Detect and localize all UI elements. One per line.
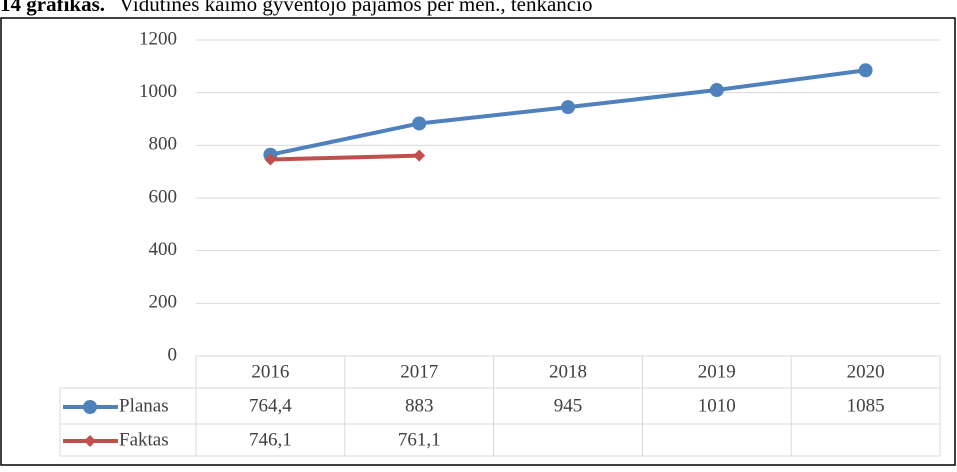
title-text: Vidutinės kaimo gyventojo pajamos per mė… bbox=[119, 0, 592, 16]
x-tick-label: 2016 bbox=[251, 361, 289, 382]
table-value: 945 bbox=[554, 395, 583, 416]
x-tick-label: 2019 bbox=[698, 361, 736, 382]
x-tick-label: 2020 bbox=[847, 361, 885, 382]
x-tick-label: 2017 bbox=[400, 361, 438, 382]
chart-title: 14 grafikas. Vidutinės kaimo gyventojo pa… bbox=[0, 0, 592, 16]
y-tick-label: 400 bbox=[149, 239, 178, 260]
data-point bbox=[561, 100, 575, 115]
legend-label: Planas bbox=[119, 395, 169, 416]
data-point bbox=[413, 149, 426, 162]
y-tick-label: 0 bbox=[168, 344, 178, 365]
table-value: 883 bbox=[405, 395, 434, 416]
data-point bbox=[858, 63, 873, 78]
legend-label: Faktas bbox=[119, 429, 169, 450]
table-value: 1085 bbox=[847, 395, 885, 416]
y-tick-label: 1200 bbox=[139, 28, 177, 49]
legend-marker bbox=[83, 400, 97, 414]
data-point bbox=[709, 83, 724, 98]
table-value: 764,4 bbox=[249, 395, 292, 416]
data-point bbox=[264, 153, 277, 166]
y-tick-label: 800 bbox=[149, 134, 178, 155]
y-tick-label: 600 bbox=[149, 186, 178, 207]
data-point bbox=[412, 116, 427, 131]
table-value: 1010 bbox=[698, 395, 736, 416]
table-value: 746,1 bbox=[249, 429, 292, 450]
series-line bbox=[270, 153, 420, 162]
title-number: 14 grafikas. bbox=[0, 0, 105, 16]
x-tick-label: 2018 bbox=[549, 361, 587, 382]
y-tick-label: 1000 bbox=[139, 81, 177, 102]
table-value: 761,1 bbox=[398, 429, 441, 450]
y-tick-label: 200 bbox=[149, 292, 178, 313]
legend-marker bbox=[84, 435, 96, 447]
